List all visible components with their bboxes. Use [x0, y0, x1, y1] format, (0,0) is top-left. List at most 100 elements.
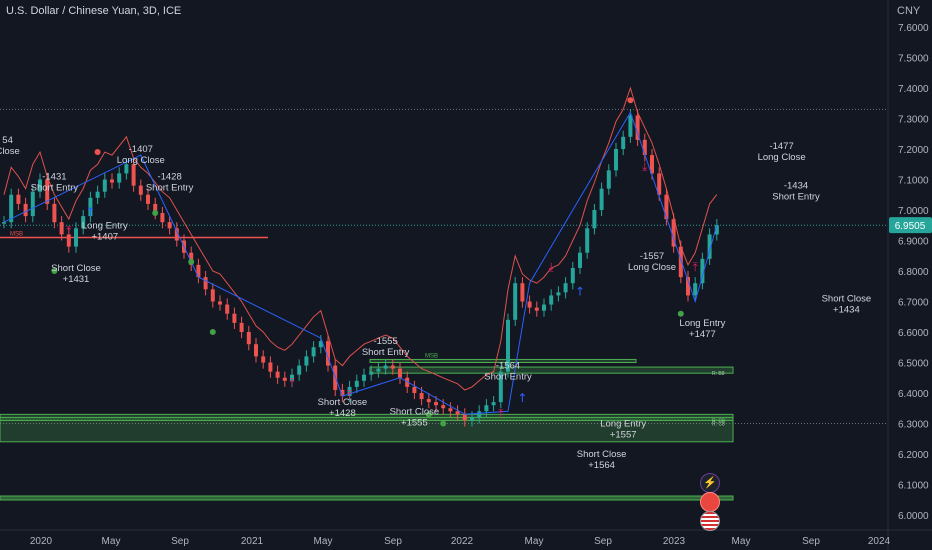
trade-annotation: -1555 Short Entry	[362, 336, 410, 358]
supply-demand-zone	[0, 416, 734, 443]
candle-body	[484, 405, 489, 412]
trade-annotation-line: -1428	[157, 172, 181, 183]
candle-body	[30, 191, 35, 217]
candle-body	[268, 362, 273, 372]
last-price-badge	[889, 217, 932, 234]
candle-body	[124, 164, 129, 174]
candle-body	[614, 149, 618, 171]
price-tick-label: 6.5000	[898, 359, 929, 370]
short-entry-marker: ⤓	[642, 159, 648, 173]
trade-annotation-line: -1477	[769, 141, 793, 152]
candle-body	[297, 365, 302, 375]
trade-annotation-line: +1428	[329, 408, 356, 419]
time-tick-label: 2024	[868, 536, 891, 547]
candle-body	[570, 267, 575, 284]
short-close-marker: ⤒	[66, 223, 72, 237]
trade-annotation: Short Close +1434	[822, 294, 872, 316]
trade-annotation: -1428 Short Entry	[146, 172, 194, 194]
candle-body	[549, 295, 554, 305]
candle-body	[426, 399, 431, 403]
trade-annotation-line: -1557	[640, 251, 664, 262]
price-tick-label: 6.1000	[898, 481, 929, 492]
candle-body	[138, 185, 143, 195]
trade-annotation-line: +1557	[610, 430, 637, 441]
trade-annotation: -1434 Short Entry	[772, 181, 820, 203]
candle-body	[304, 356, 309, 366]
candle-body	[311, 347, 316, 357]
time-tick-label: 2021	[241, 536, 264, 547]
candle-body	[700, 258, 705, 284]
trade-annotation-line: -1431	[42, 172, 66, 183]
trade-annotation: 54Close	[0, 135, 20, 157]
trade-annotation-line: Long Close	[628, 262, 676, 273]
trade-annotation: Short Close +1564	[577, 449, 627, 471]
candle-body	[664, 194, 669, 220]
candle-body	[686, 277, 690, 296]
zone-label: MSB	[425, 353, 438, 359]
long-entry-marker: ↑	[575, 284, 585, 298]
candle-body	[66, 234, 71, 247]
trade-annotation-line: Long Entry	[82, 220, 128, 231]
zigzag-line	[3, 111, 718, 415]
trade-annotation: -1564 Short Entry	[484, 361, 532, 383]
trade-annotation-line: +1434	[833, 305, 860, 316]
candle-body	[498, 371, 503, 403]
candle-body	[9, 194, 14, 223]
candle-body	[2, 222, 6, 224]
pivot-high-dot	[627, 97, 634, 104]
candle-body	[95, 191, 100, 198]
candle-body	[282, 377, 287, 381]
alert-icon[interactable]	[700, 492, 720, 512]
price-tick-label: 7.5000	[898, 54, 929, 65]
trade-annotation: Long Entry +1407	[82, 220, 128, 242]
trade-annotation-line: Short Entry	[484, 372, 532, 383]
trade-annotation: Short Close +1555	[390, 406, 440, 428]
candle-body	[232, 313, 237, 323]
candle-body	[412, 386, 417, 393]
candle-body	[477, 411, 482, 418]
trade-annotation-line: Short Entry	[362, 347, 410, 358]
short-close-marker: ⤒	[289, 376, 295, 390]
candle-body	[362, 374, 366, 381]
candle-body	[218, 301, 222, 305]
trade-annotation: -1431 Short Entry	[31, 172, 79, 194]
trade-annotation-line: Short Entry	[31, 183, 79, 194]
supply-demand-zone	[0, 495, 734, 501]
candle-body	[318, 341, 323, 348]
trade-annotation-line: Short Close	[577, 449, 627, 460]
candle-body	[520, 283, 525, 302]
lightning-icon[interactable]: ⚡	[700, 473, 720, 493]
candle-body	[693, 283, 698, 296]
candle-body	[354, 380, 359, 387]
time-tick-label: Sep	[594, 536, 612, 547]
candle-body	[585, 228, 590, 253]
candle-body	[534, 307, 539, 311]
currency-label: CNY	[897, 5, 921, 17]
time-tick-label: 2020	[30, 536, 53, 547]
price-tick-label: 7.2000	[898, 145, 929, 156]
candle-body	[556, 292, 561, 296]
trade-annotation-line: Close	[0, 146, 20, 157]
candle-body	[239, 322, 244, 332]
candle-body	[117, 173, 122, 183]
us-flag-icon[interactable]	[700, 511, 720, 531]
price-tick-label: 6.7000	[898, 298, 929, 309]
candle-body	[210, 289, 215, 302]
short-entry-marker: ⤓	[549, 260, 555, 274]
candle-body	[621, 136, 626, 149]
candle-body	[246, 332, 251, 345]
trade-annotation-line: Short Close	[390, 406, 440, 417]
candle-body	[38, 179, 42, 192]
trade-annotation-line: Short Close	[822, 294, 872, 305]
candle-body	[707, 234, 712, 259]
price-tick-label: 6.9000	[898, 237, 929, 248]
candle-body	[441, 405, 446, 409]
msb-label: MSB	[10, 231, 23, 237]
candle-body	[642, 139, 647, 156]
supply-demand-zone	[369, 366, 734, 374]
candle-body	[225, 304, 230, 314]
pivot-high-dot	[94, 149, 101, 156]
candle-body	[491, 402, 496, 406]
candle-body	[347, 386, 352, 397]
